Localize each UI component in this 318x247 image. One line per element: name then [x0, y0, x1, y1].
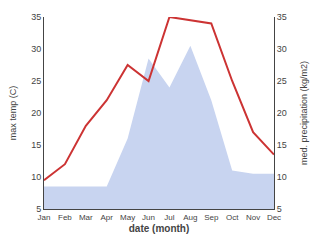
svg-text:15: 15	[277, 140, 287, 150]
svg-text:Feb: Feb	[58, 213, 72, 222]
svg-text:Apr: Apr	[101, 213, 114, 222]
svg-text:5: 5	[36, 204, 41, 214]
svg-text:10: 10	[277, 172, 287, 182]
svg-text:max temp (C): max temp (C)	[8, 86, 18, 141]
svg-text:35: 35	[31, 12, 41, 22]
svg-text:20: 20	[277, 108, 287, 118]
svg-text:Aug: Aug	[183, 213, 197, 222]
svg-text:Jul: Jul	[164, 213, 174, 222]
svg-text:20: 20	[31, 108, 41, 118]
svg-text:30: 30	[31, 44, 41, 54]
svg-text:date (month): date (month)	[129, 223, 190, 234]
svg-text:25: 25	[31, 76, 41, 86]
svg-text:25: 25	[277, 76, 287, 86]
svg-text:Sep: Sep	[204, 213, 219, 222]
svg-text:med. precipitation (kg/m2): med. precipitation (kg/m2)	[299, 61, 309, 165]
svg-text:30: 30	[277, 44, 287, 54]
svg-text:Dec: Dec	[267, 213, 281, 222]
svg-text:Jan: Jan	[38, 213, 51, 222]
svg-text:Jun: Jun	[142, 213, 155, 222]
svg-text:15: 15	[31, 140, 41, 150]
svg-text:Mar: Mar	[79, 213, 93, 222]
svg-text:10: 10	[31, 172, 41, 182]
svg-text:Nov: Nov	[246, 213, 260, 222]
svg-text:May: May	[120, 213, 135, 222]
svg-text:35: 35	[277, 12, 287, 22]
svg-text:5: 5	[277, 204, 282, 214]
svg-text:Oct: Oct	[226, 213, 239, 222]
